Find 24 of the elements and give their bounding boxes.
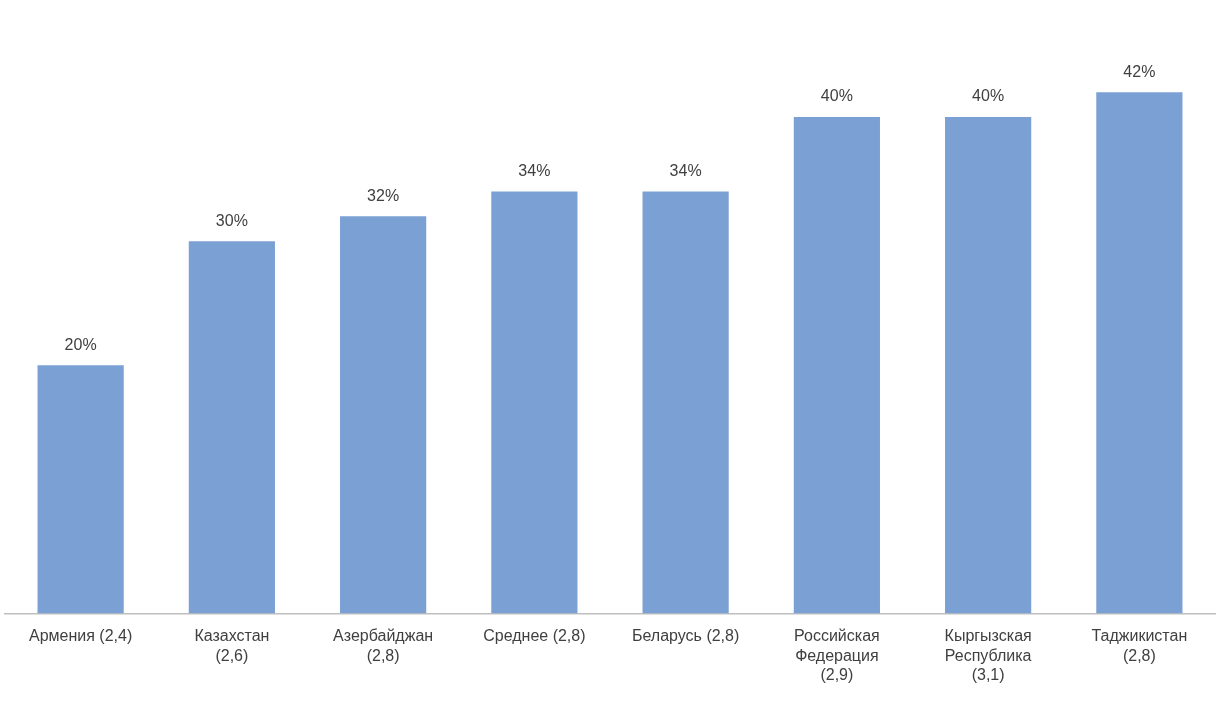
x-tick-label: Российская Федерация (2,9) (794, 627, 880, 683)
data-label: 34% (518, 161, 551, 179)
bar (340, 216, 427, 614)
x-tick-label: Беларусь (2,8) (631, 627, 740, 645)
x-tick-label: Среднее (2,8) (483, 627, 586, 645)
bar (642, 191, 729, 614)
x-tick-label: Армения (2,4) (29, 627, 133, 645)
bar (491, 191, 578, 614)
bar (37, 365, 124, 614)
bar (1096, 92, 1183, 614)
x-tick-label: Кыргызская Республика (3,1) (944, 627, 1032, 683)
x-tick-label: Таджикистан (2,8) (1091, 627, 1188, 664)
bar (945, 117, 1032, 614)
x-tick-label: Казахстан (2,6) (194, 627, 270, 664)
bar (188, 241, 275, 614)
x-tick-label: Азербайджан (2,8) (333, 627, 434, 664)
data-label: 34% (669, 161, 702, 179)
data-label: 40% (972, 87, 1005, 105)
data-label: 30% (215, 211, 248, 229)
data-label: 20% (64, 335, 97, 353)
data-label: 40% (820, 87, 853, 105)
data-label: 32% (367, 186, 400, 204)
data-label: 42% (1123, 62, 1156, 80)
bar (793, 117, 880, 614)
